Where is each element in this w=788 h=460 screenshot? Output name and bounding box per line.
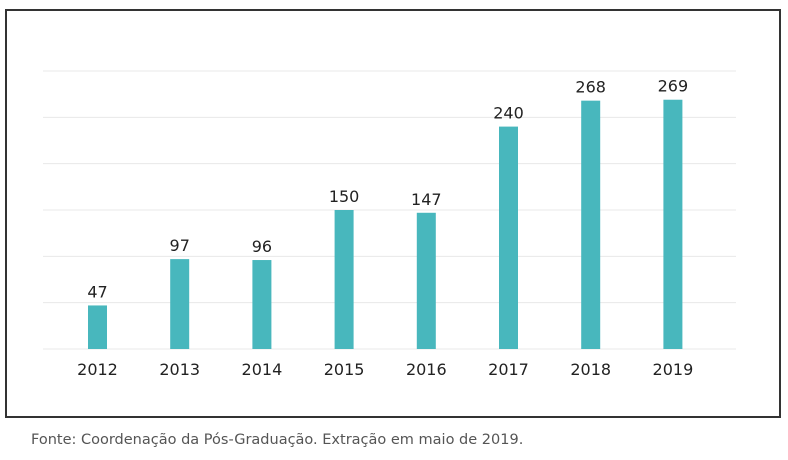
bar-value-label-2012: 47 xyxy=(87,282,107,301)
gridlines xyxy=(43,70,736,350)
x-tick-label-2018: 2018 xyxy=(570,360,611,379)
bar-2017 xyxy=(499,126,518,349)
bar-value-label-2018: 268 xyxy=(575,78,606,97)
source-note: Fonte: Coordenação da Pós-Graduação. Ext… xyxy=(31,432,524,448)
bar-2019 xyxy=(663,99,683,349)
bar-2014 xyxy=(252,260,272,349)
bar-value-label-2013: 97 xyxy=(170,236,190,255)
bar-2012 xyxy=(88,305,107,349)
bar-value-label-2014: 96 xyxy=(252,237,272,256)
x-tick-label-2017: 2017 xyxy=(488,360,529,379)
bar-value-labels: 47 97 96 150 147 240 268 269 xyxy=(87,77,688,302)
bar-2015 xyxy=(334,210,354,349)
x-tick-label-2016: 2016 xyxy=(406,360,447,379)
bar-2018 xyxy=(581,100,601,349)
chart-frame xyxy=(5,9,781,418)
bar-value-label-2016: 147 xyxy=(411,190,442,209)
x-tick-label-2013: 2013 xyxy=(159,360,200,379)
bars xyxy=(88,99,683,349)
x-tick-label-2012: 2012 xyxy=(77,360,118,379)
x-axis-tick-labels: 2012 2013 2014 2015 2016 2017 2018 2019 xyxy=(77,360,693,379)
bar-2013 xyxy=(170,259,190,349)
bar-value-label-2015: 150 xyxy=(329,187,360,206)
bar-value-label-2017: 240 xyxy=(493,104,524,123)
x-tick-label-2019: 2019 xyxy=(653,360,694,379)
bar-value-label-2019: 269 xyxy=(658,77,689,96)
x-tick-label-2014: 2014 xyxy=(242,360,283,379)
x-tick-label-2015: 2015 xyxy=(324,360,365,379)
bar-2016 xyxy=(416,212,436,349)
